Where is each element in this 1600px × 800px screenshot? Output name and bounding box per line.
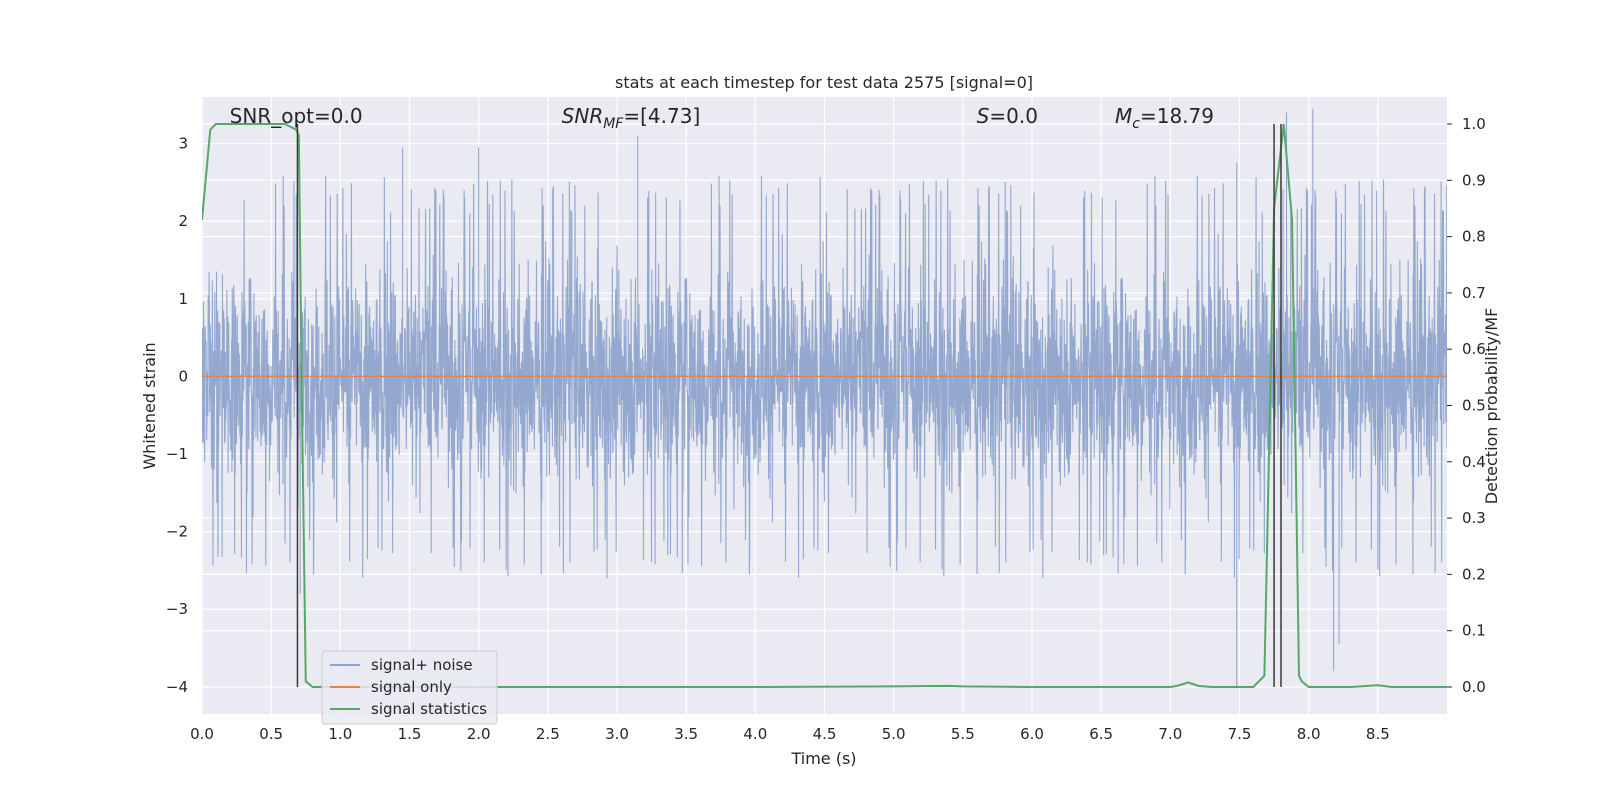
x-tick-label: 1.0 [328,725,352,743]
y2-tick-labels: 0.0 0.1 0.2 0.3 0.4 0.5 0.6 0.7 0.8 0.9 1.0 [1447,115,1486,696]
y2-tick-label: 0.0 [1462,678,1486,696]
x-tick-label: 3.0 [605,725,629,743]
x-tick-label: 0.5 [259,725,283,743]
x-tick-label: 6.5 [1089,725,1113,743]
legend-box [321,650,498,725]
x-tick-label: 6.0 [1020,725,1044,743]
series-layer [202,108,1447,688]
y-tick-labels: 3 2 1 0 −1 −2 −3 −4 [166,135,188,696]
y2-tick-label: 0.1 [1462,622,1486,640]
y2-tick-label: 0.5 [1462,397,1486,415]
x-tick-label: 4.5 [813,725,837,743]
series-signal-noise [202,108,1447,687]
y2-tick-label: 0.8 [1462,228,1486,246]
y-tick-label: 2 [178,212,188,230]
x-tick-label: 2.0 [467,725,491,743]
series-signal-statistics [202,123,1447,688]
y-tick-label: 1 [178,290,188,308]
y-tick-label: 0 [178,367,188,385]
y-axis-label: Whitened strain [140,342,159,469]
y-tick-label: −2 [166,523,188,541]
y-tick-label: −3 [166,600,188,618]
vertical-markers [296,124,1282,687]
x-tick-label: 0.0 [190,725,214,743]
y-tick-label: 3 [178,135,188,153]
y2-tick-label: 0.6 [1462,340,1486,358]
legend: signal+ noise signal only signal statist… [321,650,498,725]
x-tick-label: 7.0 [1158,725,1182,743]
x-tick-label: 7.5 [1228,725,1252,743]
y2-tick-label: 0.9 [1462,171,1486,189]
annotation: SNR_opt=0.0 [230,104,363,128]
legend-label-signal-only: signal only [371,678,452,696]
x-axis-label: Time (s) [790,749,856,768]
y2-tick-label: 0.2 [1462,565,1486,583]
legend-label-signal-statistics: signal statistics [371,700,487,718]
x-tick-label: 5.5 [951,725,975,743]
annotation: SNRMF=[4.73] [562,104,701,132]
x-tick-label: 8.0 [1297,725,1321,743]
x-tick-label: 2.5 [536,725,560,743]
annotations: SNR_opt=0.0 SNRMF=[4.73] S=0.0 Mc=18.79 [230,104,1214,132]
chart-title: stats at each timestep for test data 257… [615,73,1033,92]
y2-tick-label: 0.7 [1462,284,1486,302]
x-tick-label: 8.5 [1366,725,1390,743]
y2-tick-label: 0.3 [1462,509,1486,527]
y2-axis-label: Detection probability/MF [1482,308,1501,505]
y-tick-label: −1 [166,445,188,463]
y-tick-label: −4 [166,678,188,696]
x-tick-label: 5.0 [882,725,906,743]
annotation: Mc=18.79 [1115,104,1214,132]
x-tick-label: 3.5 [674,725,698,743]
x-tick-labels: 0.0 0.5 1.0 1.5 2.0 2.5 3.0 3.5 4.0 4.5 5.0 5.5 6.0 6… [190,725,1390,743]
y2-tick-label: 1.0 [1462,115,1486,133]
x-tick-label: 4.0 [743,725,767,743]
annotation: S=0.0 [977,104,1038,128]
legend-label-signal-noise: signal+ noise [371,656,473,674]
x-tick-label: 1.5 [398,725,422,743]
y2-tick-label: 0.4 [1462,453,1486,471]
